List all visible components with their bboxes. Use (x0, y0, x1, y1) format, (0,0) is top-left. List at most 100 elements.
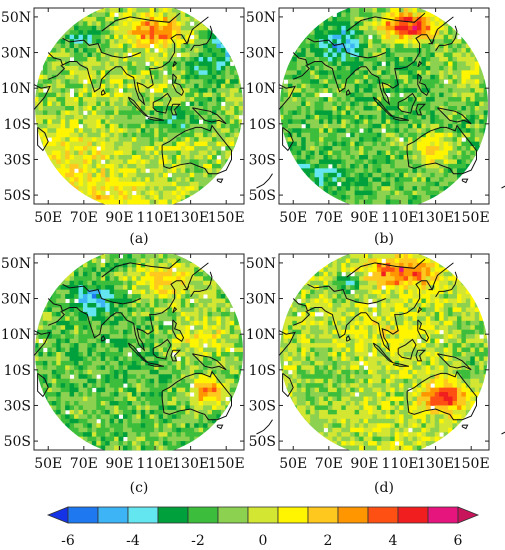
grid-cell (425, 159, 431, 165)
grid-cell (305, 92, 311, 98)
grid-cell (87, 39, 93, 45)
grid-cell (96, 320, 102, 326)
grid-cell (189, 123, 195, 129)
grid-cell (194, 114, 200, 120)
grid-cell (198, 163, 204, 169)
grid-cell (171, 141, 177, 147)
grid-cell (421, 141, 427, 147)
grid-cell (229, 387, 235, 393)
grid-cell (390, 195, 396, 200)
grid-cell (443, 43, 449, 49)
grid-cell (91, 271, 97, 277)
grid-cell (394, 141, 400, 147)
grid-cell (408, 74, 413, 80)
grid-cell (149, 172, 155, 178)
grid-cell (198, 79, 204, 85)
grid-cell (439, 159, 445, 165)
grid-cell (180, 347, 186, 353)
grid-cell (149, 378, 155, 384)
grid-cell (56, 159, 62, 165)
grid-cell (394, 43, 400, 49)
grid-cell (461, 150, 467, 156)
grid-cell (359, 61, 364, 67)
grid-cell (198, 347, 204, 353)
grid-cell (96, 177, 102, 183)
grid-cell (65, 57, 70, 62)
grid-cell (456, 70, 462, 76)
grid-cell (82, 307, 88, 313)
grid-cell (430, 30, 436, 36)
grid-cell (390, 79, 396, 85)
grid-cell (403, 132, 409, 138)
grid-cell (105, 92, 111, 98)
grid-cell (283, 106, 289, 111)
grid-cell (127, 106, 133, 111)
grid-cell (350, 199, 356, 205)
grid-cell (474, 61, 480, 67)
grid-cell (332, 21, 338, 27)
grid-cell (91, 61, 97, 67)
grid-cell (448, 163, 453, 169)
grid-cell (207, 320, 213, 326)
grid-cell (180, 307, 186, 313)
grid-cell (167, 383, 173, 389)
grid-cell (434, 172, 440, 178)
grid-cell (118, 74, 124, 80)
grid-cell (354, 106, 360, 111)
grid-cell (185, 258, 191, 264)
grid-cell (136, 280, 142, 286)
grid-cell (194, 392, 200, 397)
grid-cell (225, 65, 231, 71)
grid-cell (38, 329, 44, 335)
grid-cell (363, 97, 369, 102)
grid-cell (354, 83, 360, 89)
grid-cell (319, 48, 324, 53)
grid-cell (82, 383, 88, 389)
grid-cell (483, 74, 488, 80)
grid-cell (399, 114, 404, 120)
grid-cell (412, 119, 418, 125)
grid-cell (189, 365, 195, 371)
grid-cell (127, 101, 133, 107)
grid-cell (319, 39, 324, 45)
grid-cell (305, 97, 311, 102)
grid-cell (87, 132, 93, 138)
grid-cell (163, 262, 168, 268)
grid-cell (203, 106, 208, 111)
grid-cell (341, 137, 347, 143)
grid-cell (158, 12, 164, 18)
grid-cell (74, 83, 79, 89)
grid-cell (176, 338, 182, 344)
grid-cell (194, 356, 200, 362)
grid-cell (376, 110, 382, 116)
grid-cell (439, 97, 445, 102)
grid-cell (118, 365, 124, 371)
grid-cell (42, 65, 48, 71)
grid-cell (118, 70, 124, 76)
coastline-segment (190, 25, 213, 52)
grid-cell (292, 146, 298, 151)
grid-cell (185, 307, 191, 313)
grid-cell (399, 123, 404, 129)
grid-cell (176, 186, 182, 192)
grid-cell (220, 392, 226, 397)
grid-cell (390, 83, 396, 89)
grid-cell (167, 262, 173, 268)
grid-cell (109, 365, 115, 371)
grid-cell (376, 43, 382, 49)
grid-cell (229, 155, 235, 160)
grid-cell (452, 101, 458, 107)
grid-cell (136, 155, 142, 160)
grid-cell (149, 16, 155, 22)
grid-cell (465, 43, 471, 49)
grid-cell (399, 97, 404, 102)
coastline-segment (346, 89, 351, 96)
grid-cell (131, 360, 137, 366)
grid-cell (310, 65, 315, 71)
grid-cell (167, 52, 173, 58)
grid-cell (292, 155, 298, 160)
grid-cell (100, 298, 106, 304)
grid-cell (430, 70, 436, 76)
grid-cell (350, 106, 356, 111)
grid-cell (96, 110, 102, 116)
